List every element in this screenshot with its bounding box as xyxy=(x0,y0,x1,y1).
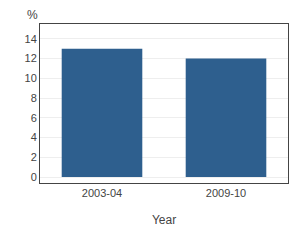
svg-text:14: 14 xyxy=(25,33,37,45)
svg-text:%: % xyxy=(27,8,38,22)
svg-text:10: 10 xyxy=(25,72,37,84)
svg-text:0: 0 xyxy=(31,171,37,183)
svg-text:2003-04: 2003-04 xyxy=(82,187,122,199)
svg-text:12: 12 xyxy=(25,52,37,64)
svg-text:2: 2 xyxy=(31,151,37,163)
svg-text:8: 8 xyxy=(31,92,37,104)
svg-text:4: 4 xyxy=(31,131,37,143)
svg-text:Year: Year xyxy=(152,213,176,227)
svg-text:6: 6 xyxy=(31,112,37,124)
svg-text:2009-10: 2009-10 xyxy=(206,187,246,199)
